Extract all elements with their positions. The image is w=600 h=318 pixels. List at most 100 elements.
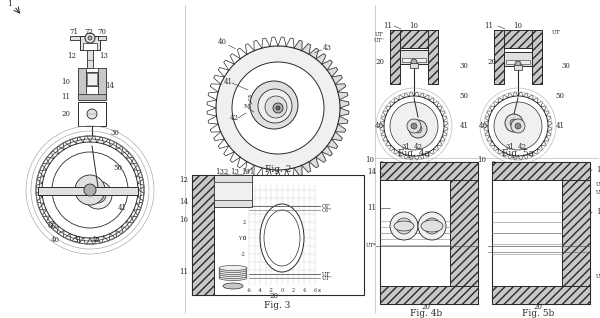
Bar [70, 36, 80, 40]
Text: -6: -6 [247, 288, 251, 294]
Bar [380, 162, 478, 304]
Bar [492, 162, 590, 304]
Ellipse shape [219, 273, 247, 279]
Polygon shape [294, 40, 302, 51]
Bar [492, 286, 590, 304]
Text: 132: 132 [215, 168, 229, 176]
Text: 14: 14 [596, 166, 600, 174]
Bar [86, 68, 98, 96]
Bar [78, 102, 106, 126]
Text: 30: 30 [562, 62, 571, 70]
Text: Fig. 5a: Fig. 5a [502, 149, 534, 157]
Ellipse shape [219, 266, 247, 271]
Text: 10: 10 [365, 156, 374, 164]
Bar [532, 30, 542, 84]
Text: UT'': UT'' [596, 190, 600, 195]
Text: UT'': UT'' [322, 275, 333, 280]
Circle shape [216, 46, 340, 170]
Circle shape [39, 139, 141, 241]
Bar [562, 180, 590, 286]
Text: UT*: UT* [365, 243, 376, 248]
Polygon shape [338, 92, 348, 100]
Text: 42: 42 [413, 143, 422, 151]
Text: 20: 20 [421, 303, 431, 311]
Bar [214, 182, 252, 200]
Bar [428, 30, 438, 84]
Polygon shape [335, 84, 346, 92]
Circle shape [515, 123, 521, 129]
Text: 43: 43 [323, 44, 331, 52]
Text: 20: 20 [375, 58, 384, 66]
Ellipse shape [223, 283, 243, 289]
Text: 40: 40 [479, 122, 488, 130]
Polygon shape [327, 139, 338, 149]
Ellipse shape [260, 204, 304, 272]
Text: 1: 1 [8, 0, 13, 8]
Circle shape [42, 142, 138, 238]
Circle shape [390, 102, 438, 150]
Bar [87, 50, 93, 68]
Text: 13: 13 [100, 52, 109, 60]
Bar [532, 30, 542, 84]
Text: 10: 10 [179, 216, 188, 224]
Text: -2: -2 [269, 288, 274, 294]
Text: 31: 31 [74, 236, 82, 244]
Bar [492, 286, 590, 304]
Text: 13: 13 [230, 168, 239, 176]
Bar [80, 36, 100, 50]
Text: 30: 30 [110, 129, 119, 137]
Text: M: M [244, 103, 250, 108]
Text: 2: 2 [243, 219, 246, 225]
Polygon shape [338, 116, 348, 124]
Polygon shape [220, 175, 230, 187]
Circle shape [276, 106, 280, 110]
Circle shape [87, 109, 97, 119]
Text: 20: 20 [487, 58, 496, 66]
Polygon shape [332, 132, 342, 141]
Text: 11: 11 [367, 204, 376, 212]
Text: 11: 11 [179, 268, 188, 276]
Text: Fig. 2: Fig. 2 [265, 165, 291, 175]
Text: 14: 14 [179, 198, 188, 206]
Bar [78, 94, 106, 100]
Text: 131: 131 [241, 168, 254, 176]
Bar [514, 65, 522, 70]
Bar [494, 30, 542, 48]
Text: -2: -2 [241, 252, 246, 257]
Text: 41: 41 [223, 78, 233, 86]
Ellipse shape [394, 221, 414, 231]
Text: 50: 50 [113, 164, 122, 172]
Bar [450, 180, 478, 286]
Text: UT': UT' [322, 272, 331, 276]
Bar [410, 63, 418, 68]
Bar [214, 175, 252, 207]
Circle shape [85, 185, 95, 195]
Polygon shape [322, 60, 332, 70]
Polygon shape [316, 54, 326, 64]
Text: 0: 0 [280, 288, 284, 294]
Text: 2: 2 [292, 288, 295, 294]
Text: Y 0: Y 0 [238, 236, 246, 240]
Circle shape [273, 103, 283, 113]
Text: -4: -4 [257, 288, 262, 294]
Bar [506, 60, 530, 64]
Text: Fig. 4b: Fig. 4b [410, 309, 442, 318]
Bar [402, 58, 426, 62]
Polygon shape [294, 165, 302, 176]
Circle shape [407, 119, 421, 133]
Bar [400, 50, 428, 64]
Bar [380, 162, 478, 180]
Bar [492, 162, 590, 180]
Bar [83, 43, 97, 50]
Text: 42: 42 [91, 236, 101, 244]
Ellipse shape [219, 269, 247, 274]
Text: 42: 42 [229, 114, 239, 122]
Text: 10: 10 [477, 156, 486, 164]
Circle shape [396, 218, 412, 234]
Bar [450, 180, 478, 286]
Text: UT'': UT'' [373, 38, 384, 44]
Polygon shape [234, 175, 244, 187]
Circle shape [510, 119, 518, 127]
Text: 12: 12 [67, 52, 77, 60]
Bar [380, 162, 478, 180]
